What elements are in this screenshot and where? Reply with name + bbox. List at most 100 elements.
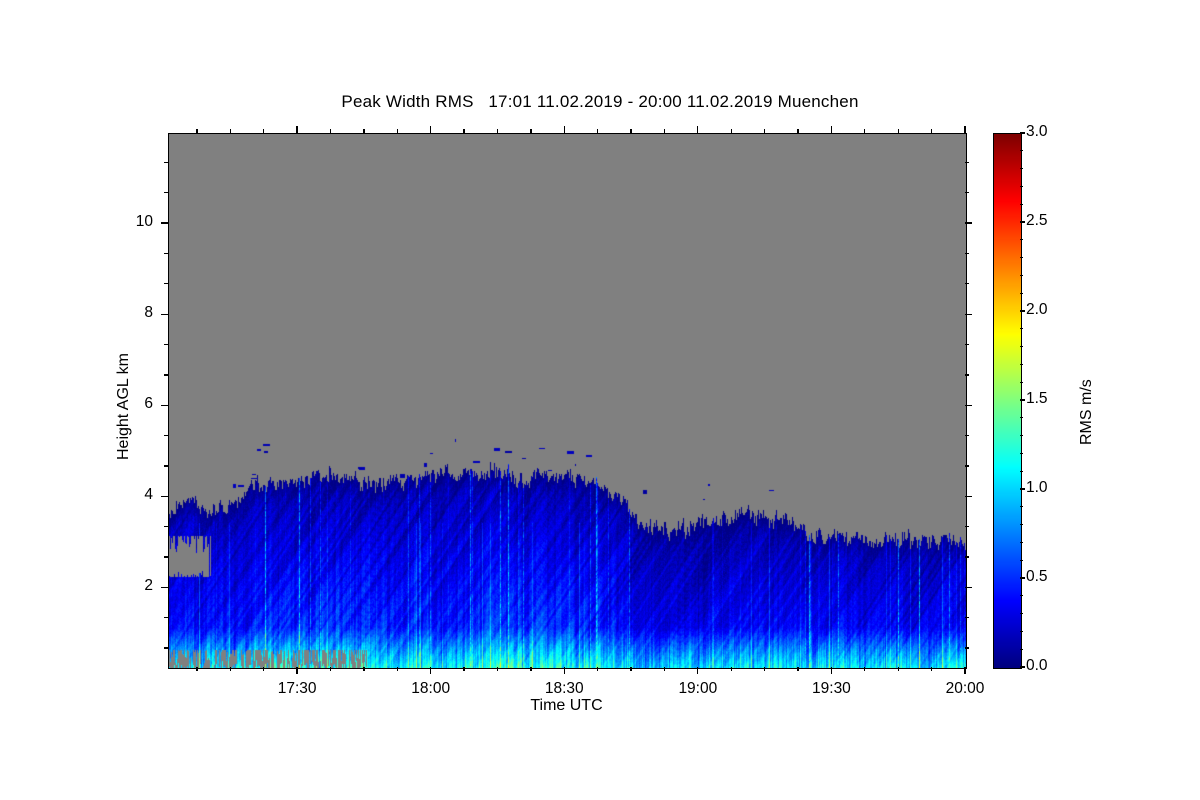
x-tick-major bbox=[830, 126, 833, 133]
y-tick-minor bbox=[965, 647, 969, 649]
y-tick-minor bbox=[965, 192, 969, 194]
y-tick-minor bbox=[965, 434, 969, 437]
x-tick-minor bbox=[930, 129, 933, 133]
x-tick-minor bbox=[363, 129, 365, 133]
colorbar-tick-minor bbox=[1020, 185, 1023, 188]
y-tick-major bbox=[161, 404, 168, 406]
x-tick-minor bbox=[229, 667, 231, 671]
colorbar-tick-minor bbox=[1020, 203, 1023, 205]
x-tick-minor bbox=[930, 667, 933, 671]
y-tick-minor bbox=[164, 192, 168, 194]
y-tick-minor bbox=[164, 556, 168, 558]
x-tick-minor bbox=[530, 129, 532, 133]
x-tick-minor bbox=[763, 129, 766, 133]
y-tick-minor bbox=[965, 465, 969, 467]
y-tick-major bbox=[161, 313, 168, 315]
y-tick-minor bbox=[965, 617, 969, 619]
colorbar-tick-label: 3.0 bbox=[1026, 123, 1048, 140]
colorbar-tick-label: 2.0 bbox=[1026, 301, 1048, 318]
x-tick-minor bbox=[496, 667, 499, 671]
y-tick-minor bbox=[965, 283, 969, 285]
y-tick-major bbox=[161, 495, 168, 497]
colorbar-tick-label: 2.5 bbox=[1026, 212, 1048, 229]
y-tick-major bbox=[965, 404, 972, 406]
plot-area[interactable] bbox=[168, 133, 967, 669]
y-tick-minor bbox=[965, 161, 969, 164]
colorbar-tick bbox=[1020, 577, 1025, 579]
x-tick-minor bbox=[864, 667, 866, 671]
y-tick-minor bbox=[164, 161, 168, 164]
x-tick-minor bbox=[597, 667, 599, 671]
colorbar-tick-minor bbox=[1020, 274, 1023, 277]
colorbar-tick bbox=[1020, 488, 1025, 490]
x-tick-major bbox=[964, 126, 966, 133]
x-tick-major bbox=[430, 126, 432, 133]
colorbar-tick-minor bbox=[1020, 559, 1023, 561]
y-tick-major bbox=[161, 586, 168, 588]
x-tick-minor bbox=[496, 129, 499, 133]
x-tick-minor bbox=[797, 129, 799, 133]
y-tick-label: 4 bbox=[144, 486, 153, 504]
x-tick-minor bbox=[396, 667, 398, 671]
x-tick-minor bbox=[630, 129, 632, 133]
y-tick-minor bbox=[164, 343, 168, 346]
y-tick-minor bbox=[965, 525, 969, 528]
colorbar-tick-minor bbox=[1020, 328, 1023, 330]
colorbar-tick-label: 1.0 bbox=[1026, 479, 1048, 496]
x-tick-major bbox=[697, 667, 699, 674]
colorbar-tick-minor bbox=[1020, 434, 1023, 437]
x-tick-minor bbox=[196, 667, 198, 671]
colorbar-tick-minor bbox=[1020, 648, 1023, 650]
x-tick-minor bbox=[530, 667, 532, 671]
colorbar-tick-minor bbox=[1020, 452, 1023, 455]
x-tick-minor bbox=[663, 129, 666, 133]
x-tick-minor bbox=[396, 129, 398, 133]
colorbar-tick-label: 0.5 bbox=[1026, 568, 1048, 585]
x-tick-major bbox=[964, 667, 966, 674]
colorbar[interactable] bbox=[993, 133, 1022, 669]
colorbar-tick bbox=[1020, 399, 1025, 401]
colorbar-tick-minor bbox=[1020, 167, 1023, 170]
colorbar-tick-label: 1.5 bbox=[1026, 390, 1048, 407]
y-tick-major bbox=[965, 495, 972, 497]
x-tick-label: 19:00 bbox=[678, 680, 718, 697]
y-tick-minor bbox=[965, 252, 969, 255]
y-axis-title: Height AGL km bbox=[115, 352, 132, 460]
y-tick-minor bbox=[164, 647, 168, 649]
colorbar-tick-minor bbox=[1020, 470, 1023, 472]
y-tick-label: 8 bbox=[144, 304, 153, 322]
x-tick-label: 18:30 bbox=[544, 680, 584, 697]
x-tick-label: 18:00 bbox=[411, 680, 451, 697]
y-tick-label: 10 bbox=[135, 213, 153, 231]
colorbar-tick bbox=[1020, 310, 1025, 312]
x-tick-minor bbox=[630, 667, 632, 671]
x-tick-minor bbox=[329, 667, 332, 671]
y-tick-minor bbox=[164, 525, 168, 528]
colorbar-gradient bbox=[994, 134, 1021, 668]
x-tick-major bbox=[430, 667, 432, 674]
colorbar-tick-minor bbox=[1020, 612, 1023, 615]
x-tick-label: 20:00 bbox=[945, 680, 985, 697]
x-tick-major bbox=[563, 667, 565, 674]
colorbar-tick-minor bbox=[1020, 256, 1023, 259]
y-tick-major bbox=[965, 586, 972, 588]
x-tick-major bbox=[296, 667, 298, 674]
x-tick-major bbox=[563, 126, 565, 133]
x-tick-major bbox=[296, 126, 298, 133]
y-tick-minor bbox=[965, 556, 969, 558]
y-tick-minor bbox=[164, 465, 168, 467]
colorbar-tick-minor bbox=[1020, 417, 1023, 419]
x-tick-minor bbox=[897, 129, 899, 133]
y-tick-minor bbox=[164, 283, 168, 285]
x-tick-major bbox=[697, 126, 699, 133]
colorbar-tick-minor bbox=[1020, 239, 1023, 241]
colorbar-tick bbox=[1020, 132, 1025, 134]
x-tick-minor bbox=[463, 667, 465, 671]
colorbar-tick-minor bbox=[1020, 292, 1023, 294]
x-tick-minor bbox=[263, 129, 265, 133]
x-tick-label: 19:30 bbox=[812, 680, 851, 697]
x-tick-minor bbox=[730, 129, 732, 133]
y-tick-minor bbox=[164, 434, 168, 437]
x-tick-minor bbox=[463, 129, 465, 133]
colorbar-tick-minor bbox=[1020, 506, 1023, 508]
